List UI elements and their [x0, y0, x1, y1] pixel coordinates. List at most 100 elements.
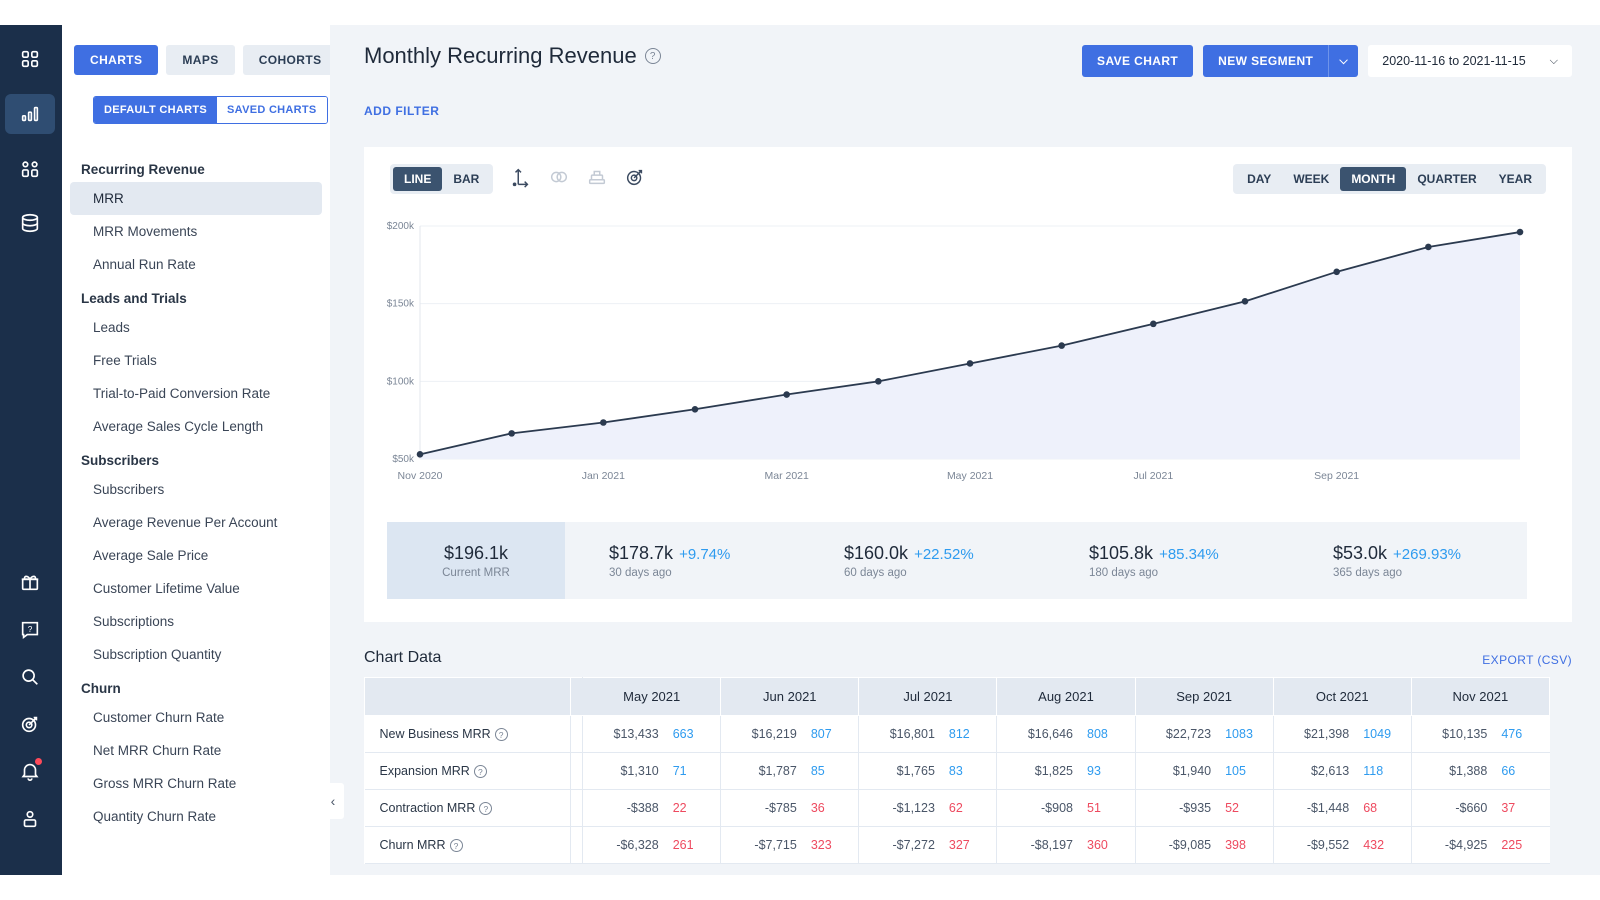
cell-amount[interactable]: $16,801 — [858, 715, 941, 753]
table-column-header[interactable]: Sep 2021 — [1134, 677, 1274, 716]
dashboard-grid-icon[interactable] — [5, 39, 55, 79]
cell-amount[interactable]: -$1,123 — [858, 789, 941, 827]
cell-count[interactable]: 1049 — [1355, 715, 1412, 753]
cell-count[interactable]: 432 — [1355, 826, 1412, 864]
period-week-button[interactable]: WEEK — [1282, 167, 1340, 191]
cell-count[interactable]: 323 — [802, 826, 859, 864]
sidebar-item-mrr[interactable]: MRR — [70, 182, 322, 215]
tab-charts[interactable]: CHARTS — [74, 45, 159, 75]
cell-amount[interactable]: -$1,448 — [1272, 789, 1356, 827]
default-charts-button[interactable]: DEFAULT CHARTS — [94, 97, 217, 123]
sidebar-item-customer-churn-rate[interactable]: Customer Churn Rate — [93, 710, 225, 725]
cell-count[interactable]: 360 — [1079, 826, 1136, 864]
sidebar-item-average-sales-cycle-length[interactable]: Average Sales Cycle Length — [93, 419, 264, 434]
cell-amount[interactable]: -$785 — [720, 789, 803, 827]
cell-amount[interactable]: -$908 — [996, 789, 1079, 827]
period-month-button[interactable]: MONTH — [1340, 167, 1407, 191]
cell-amount[interactable]: -$7,272 — [858, 826, 941, 864]
cell-amount[interactable]: $1,787 — [720, 752, 803, 790]
cell-amount[interactable]: $22,723 — [1134, 715, 1218, 753]
cell-count[interactable]: 663 — [664, 715, 721, 753]
database-icon[interactable] — [5, 203, 55, 243]
help-icon[interactable]: ? — [494, 728, 508, 742]
saved-charts-button[interactable]: SAVED CHARTS — [217, 97, 327, 123]
help-icon[interactable]: ? — [449, 839, 463, 853]
cell-amount[interactable]: $2,613 — [1272, 752, 1356, 790]
search-icon[interactable] — [5, 657, 55, 697]
period-day-button[interactable]: DAY — [1236, 167, 1282, 191]
cell-count[interactable]: 327 — [940, 826, 997, 864]
cell-amount[interactable]: $13,433 — [582, 715, 665, 753]
segments-icon[interactable] — [5, 149, 55, 189]
help-icon[interactable]: ? — [479, 802, 493, 816]
sidebar-item-net-mrr-churn-rate[interactable]: Net MRR Churn Rate — [93, 743, 222, 758]
tab-maps[interactable]: MAPS — [166, 45, 235, 75]
cell-count[interactable]: 476 — [1493, 715, 1550, 753]
cell-count[interactable]: 68 — [1355, 789, 1412, 827]
cell-count[interactable]: 83 — [940, 752, 997, 790]
cell-count[interactable]: 812 — [940, 715, 997, 753]
table-column-header[interactable]: Oct 2021 — [1272, 677, 1412, 716]
table-column-header[interactable]: May 2021 — [582, 677, 722, 716]
help-icon[interactable]: ? — [473, 765, 487, 779]
sidebar-item-average-sale-price[interactable]: Average Sale Price — [93, 548, 209, 563]
cell-amount[interactable]: $1,765 — [858, 752, 941, 790]
period-year-button[interactable]: YEAR — [1488, 167, 1543, 191]
cell-amount[interactable]: $21,398 — [1272, 715, 1356, 753]
cell-count[interactable]: 62 — [940, 789, 997, 827]
add-filter-link[interactable]: ADD FILTER — [364, 104, 440, 118]
cell-count[interactable]: 807 — [802, 715, 859, 753]
cell-amount[interactable]: -$9,085 — [1134, 826, 1218, 864]
cell-amount[interactable]: $10,135 — [1410, 715, 1494, 753]
cell-count[interactable]: 51 — [1079, 789, 1136, 827]
goal-target-icon[interactable] — [623, 165, 647, 189]
cell-amount[interactable]: $16,219 — [720, 715, 803, 753]
cell-amount[interactable]: -$8,197 — [996, 826, 1079, 864]
table-column-header[interactable]: Jul 2021 — [858, 677, 998, 716]
cell-count[interactable]: 36 — [802, 789, 859, 827]
help-box-icon[interactable]: ? — [5, 610, 55, 650]
cell-count[interactable]: 66 — [1493, 752, 1550, 790]
cell-count[interactable]: 808 — [1079, 715, 1136, 753]
cell-count[interactable]: 22 — [664, 789, 721, 827]
sidebar-item-free-trials[interactable]: Free Trials — [93, 353, 157, 368]
line-type-button[interactable]: LINE — [393, 167, 443, 191]
compare-icon[interactable] — [547, 165, 571, 189]
cell-count[interactable]: 85 — [802, 752, 859, 790]
cell-amount[interactable]: $16,646 — [996, 715, 1079, 753]
new-segment-dropdown[interactable]: ⌵ — [1328, 45, 1359, 77]
export-csv-link[interactable]: EXPORT (CSV) — [1482, 653, 1572, 667]
cell-amount[interactable]: -$935 — [1134, 789, 1218, 827]
sidebar-item-trial-to-paid-conversion-rate[interactable]: Trial-to-Paid Conversion Rate — [93, 386, 271, 401]
period-quarter-button[interactable]: QUARTER — [1406, 167, 1487, 191]
sidebar-item-quantity-churn-rate[interactable]: Quantity Churn Rate — [93, 809, 217, 824]
table-column-header[interactable]: Jun 2021 — [720, 677, 860, 716]
cell-amount[interactable]: -$6,328 — [582, 826, 665, 864]
sidebar-item-customer-lifetime-value[interactable]: Customer Lifetime Value — [93, 581, 240, 596]
sidebar-item-annual-run-rate[interactable]: Annual Run Rate — [93, 257, 196, 272]
help-icon[interactable]: ? — [644, 48, 661, 64]
cell-count[interactable]: 71 — [664, 752, 721, 790]
collapse-sidebar-button[interactable]: ‹ — [322, 783, 344, 819]
cell-amount[interactable]: -$4,925 — [1410, 826, 1494, 864]
sidebar-item-gross-mrr-churn-rate[interactable]: Gross MRR Churn Rate — [93, 776, 237, 791]
sidebar-item-leads[interactable]: Leads — [93, 320, 130, 335]
tab-cohorts[interactable]: COHORTS — [242, 45, 338, 75]
cell-count[interactable]: 105 — [1217, 752, 1274, 790]
user-icon[interactable] — [5, 799, 55, 839]
axis-settings-icon[interactable] — [509, 165, 533, 189]
cell-count[interactable]: 118 — [1355, 752, 1412, 790]
bell-icon[interactable] — [5, 751, 55, 791]
cell-amount[interactable]: -$388 — [582, 789, 665, 827]
date-range-picker[interactable]: 2020-11-16 to 2021-11-15 ⌵ — [1368, 45, 1572, 77]
cell-count[interactable]: 1083 — [1217, 715, 1274, 753]
table-column-header[interactable]: Nov 2021 — [1410, 677, 1551, 716]
cell-amount[interactable]: $1,388 — [1410, 752, 1494, 790]
cell-amount[interactable]: -$7,715 — [720, 826, 803, 864]
cell-count[interactable]: 37 — [1493, 789, 1550, 827]
cell-amount[interactable]: $1,310 — [582, 752, 665, 790]
table-column-header[interactable]: Aug 2021 — [996, 677, 1136, 716]
sidebar-item-subscriptions[interactable]: Subscriptions — [93, 614, 175, 629]
stack-icon[interactable] — [585, 165, 609, 189]
save-chart-button[interactable]: SAVE CHART — [1082, 45, 1194, 77]
